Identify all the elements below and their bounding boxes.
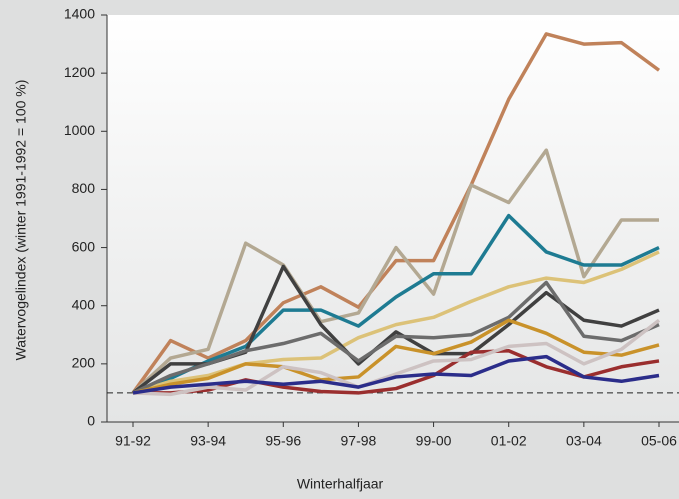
x-tick-label: 91-92: [115, 433, 151, 449]
y-tick-label: 1000: [64, 122, 95, 138]
series-line: [132, 354, 660, 395]
series-line: [131, 32, 661, 394]
y-tick-label: 1400: [64, 6, 95, 22]
y-tick-label: 1200: [64, 64, 95, 80]
x-tick-label: 99-00: [416, 433, 452, 449]
series-line: [132, 280, 660, 395]
y-tick-label: 0: [87, 413, 95, 429]
series-line: [132, 250, 660, 395]
series-line: [131, 148, 659, 395]
x-tick-label: 05-06: [641, 433, 677, 449]
y-tick-label: 600: [72, 238, 96, 254]
y-tick-label: 400: [72, 296, 96, 312]
x-axis-label: Winterhalfjaar: [297, 476, 384, 492]
y-tick-label: 200: [72, 355, 96, 371]
y-axis-label: Watervogelindex (winter 1991-1992 = 100 …: [13, 80, 29, 361]
x-tick-label: 03-04: [566, 433, 602, 449]
series-line: [132, 318, 661, 397]
x-tick-label: 97-98: [341, 433, 377, 449]
x-tick-label: 93-94: [190, 433, 226, 449]
series-line: [132, 213, 660, 395]
y-tick-label: 800: [72, 180, 96, 196]
x-tick-label: 95-96: [265, 433, 301, 449]
series-line: [132, 318, 660, 395]
x-tick-label: 01-02: [491, 433, 527, 449]
